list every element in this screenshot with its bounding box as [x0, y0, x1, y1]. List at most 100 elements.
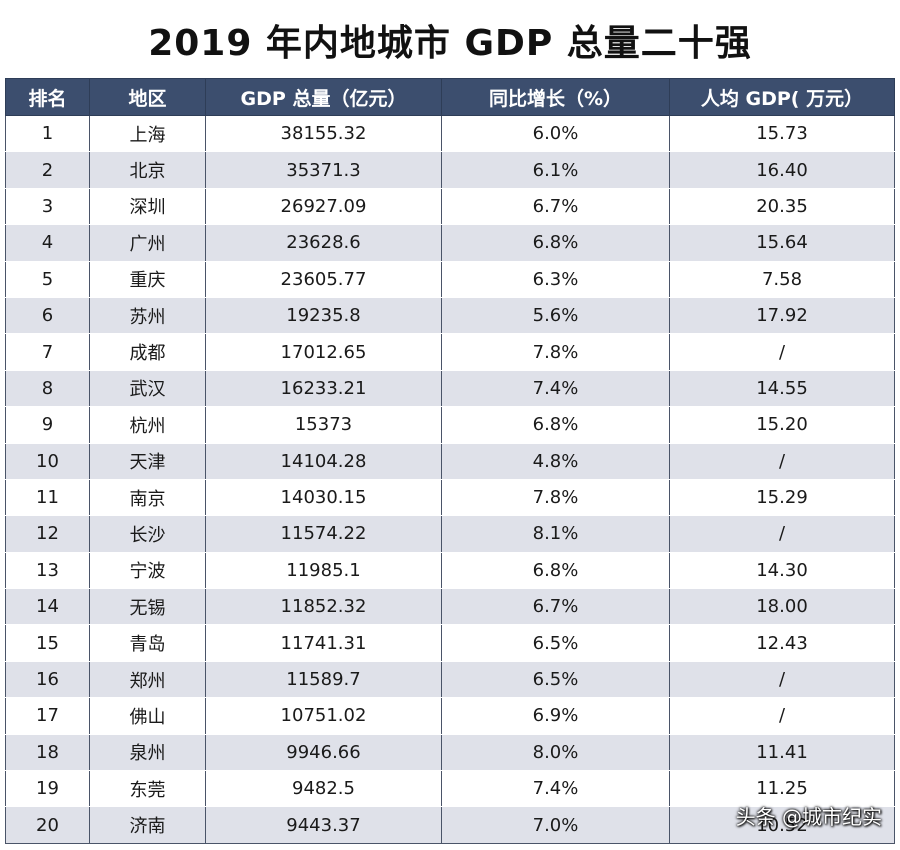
cell-gdp-per-capita: / [669, 442, 895, 480]
table-body: 1 上海 38155.32 6.0% 15.73 2 北京 35371.3 6.1% 16.40 3… [5, 114, 895, 844]
cell-rank: 12 [5, 515, 90, 553]
cell-region: 无锡 [89, 588, 206, 626]
cell-rank: 15 [5, 624, 90, 662]
cell-gdp-total: 14030.15 [205, 478, 442, 517]
cell-growth: 7.4% [441, 770, 670, 808]
cell-region: 北京 [89, 151, 206, 189]
cell-gdp-total: 19235.8 [205, 296, 442, 335]
cell-gdp-total: 17012.65 [205, 333, 442, 371]
cell-gdp-per-capita: 18.00 [669, 588, 895, 626]
cell-region: 佛山 [89, 697, 206, 735]
cell-gdp-per-capita: 11.41 [669, 733, 895, 772]
cell-growth: 5.6% [441, 296, 670, 335]
cell-region: 上海 [89, 114, 206, 153]
cell-growth: 4.8% [441, 442, 670, 480]
cell-rank: 20 [5, 806, 90, 844]
cell-region: 青岛 [89, 624, 206, 662]
table-row: 17 佛山 10751.02 6.9% / [5, 697, 895, 735]
page-title: 2019 年内地城市 GDP 总量二十强 [148, 23, 752, 64]
cell-growth: 8.0% [441, 733, 670, 772]
cell-gdp-total: 11574.22 [205, 515, 442, 553]
cell-gdp-per-capita: / [669, 697, 895, 735]
cell-region: 天津 [89, 442, 206, 480]
table-row: 14 无锡 11852.32 6.7% 18.00 [5, 588, 895, 626]
cell-gdp-per-capita: 10.52 [669, 806, 895, 844]
cell-region: 重庆 [89, 260, 206, 298]
cell-growth: 6.1% [441, 151, 670, 189]
cell-region: 杭州 [89, 406, 206, 444]
table-row: 9 杭州 15373 6.8% 15.20 [5, 406, 895, 444]
cell-growth: 6.8% [441, 551, 670, 590]
cell-region: 郑州 [89, 660, 206, 699]
cell-growth: 7.0% [441, 806, 670, 844]
table-row: 5 重庆 23605.77 6.3% 7.58 [5, 260, 895, 298]
table-row: 10 天津 14104.28 4.8% / [5, 442, 895, 480]
cell-rank: 16 [5, 660, 90, 699]
cell-gdp-total: 9946.66 [205, 733, 442, 772]
header-growth: 同比增长（%） [441, 78, 670, 116]
cell-growth: 6.0% [441, 114, 670, 153]
table-row: 19 东莞 9482.5 7.4% 11.25 [5, 770, 895, 808]
table-row: 1 上海 38155.32 6.0% 15.73 [5, 114, 895, 153]
table-row: 12 长沙 11574.22 8.1% / [5, 515, 895, 553]
cell-gdp-per-capita: 14.55 [669, 369, 895, 408]
cell-gdp-total: 26927.09 [205, 187, 442, 226]
cell-rank: 8 [5, 369, 90, 408]
cell-region: 苏州 [89, 296, 206, 335]
watermark: 头条 @城市纪实 [735, 805, 882, 829]
cell-gdp-per-capita: 7.58 [669, 260, 895, 298]
cell-gdp-total: 11589.7 [205, 660, 442, 699]
cell-gdp-per-capita: 15.29 [669, 478, 895, 517]
cell-growth: 7.8% [441, 333, 670, 371]
cell-region: 济南 [89, 806, 206, 844]
cell-region: 东莞 [89, 770, 206, 808]
table-row: 4 广州 23628.6 6.8% 15.64 [5, 224, 895, 262]
cell-rank: 1 [5, 114, 90, 153]
cell-growth: 6.8% [441, 224, 670, 262]
header-gdp-total: GDP 总量（亿元） [205, 78, 442, 116]
cell-rank: 18 [5, 733, 90, 772]
cell-gdp-total: 11852.32 [205, 588, 442, 626]
cell-gdp-per-capita: 11.25 [669, 770, 895, 808]
cell-region: 宁波 [89, 551, 206, 590]
cell-rank: 2 [5, 151, 90, 189]
table-row: 6 苏州 19235.8 5.6% 17.92 [5, 296, 895, 335]
cell-growth: 7.8% [441, 478, 670, 517]
cell-gdp-total: 23628.6 [205, 224, 442, 262]
cell-region: 成都 [89, 333, 206, 371]
cell-gdp-per-capita: 12.43 [669, 624, 895, 662]
cell-growth: 6.7% [441, 187, 670, 226]
cell-growth: 6.8% [441, 406, 670, 444]
cell-gdp-total: 23605.77 [205, 260, 442, 298]
cell-gdp-total: 9482.5 [205, 770, 442, 808]
cell-gdp-per-capita: 17.92 [669, 296, 895, 335]
cell-region: 深圳 [89, 187, 206, 226]
cell-rank: 3 [5, 187, 90, 226]
cell-region: 泉州 [89, 733, 206, 772]
cell-gdp-total: 15373 [205, 406, 442, 444]
cell-growth: 6.3% [441, 260, 670, 298]
cell-gdp-per-capita: 16.40 [669, 151, 895, 189]
table-row: 11 南京 14030.15 7.8% 15.29 [5, 478, 895, 517]
table-row: 18 泉州 9946.66 8.0% 11.41 [5, 733, 895, 772]
cell-gdp-per-capita: / [669, 333, 895, 371]
cell-gdp-per-capita: 15.20 [669, 406, 895, 444]
cell-rank: 19 [5, 770, 90, 808]
cell-growth: 6.5% [441, 624, 670, 662]
header-rank: 排名 [5, 78, 90, 116]
table-row: 8 武汉 16233.21 7.4% 14.55 [5, 369, 895, 408]
cell-gdp-total: 10751.02 [205, 697, 442, 735]
cell-gdp-total: 38155.32 [205, 114, 442, 153]
header-gdp-per-capita: 人均 GDP( 万元） [669, 78, 895, 116]
table-row: 16 郑州 11589.7 6.5% / [5, 660, 895, 699]
cell-growth: 7.4% [441, 369, 670, 408]
cell-growth: 8.1% [441, 515, 670, 553]
cell-growth: 6.9% [441, 697, 670, 735]
cell-rank: 4 [5, 224, 90, 262]
cell-rank: 9 [5, 406, 90, 444]
cell-rank: 6 [5, 296, 90, 335]
cell-gdp-per-capita: 20.35 [669, 187, 895, 226]
cell-rank: 10 [5, 442, 90, 480]
cell-region: 南京 [89, 478, 206, 517]
cell-gdp-total: 35371.3 [205, 151, 442, 189]
